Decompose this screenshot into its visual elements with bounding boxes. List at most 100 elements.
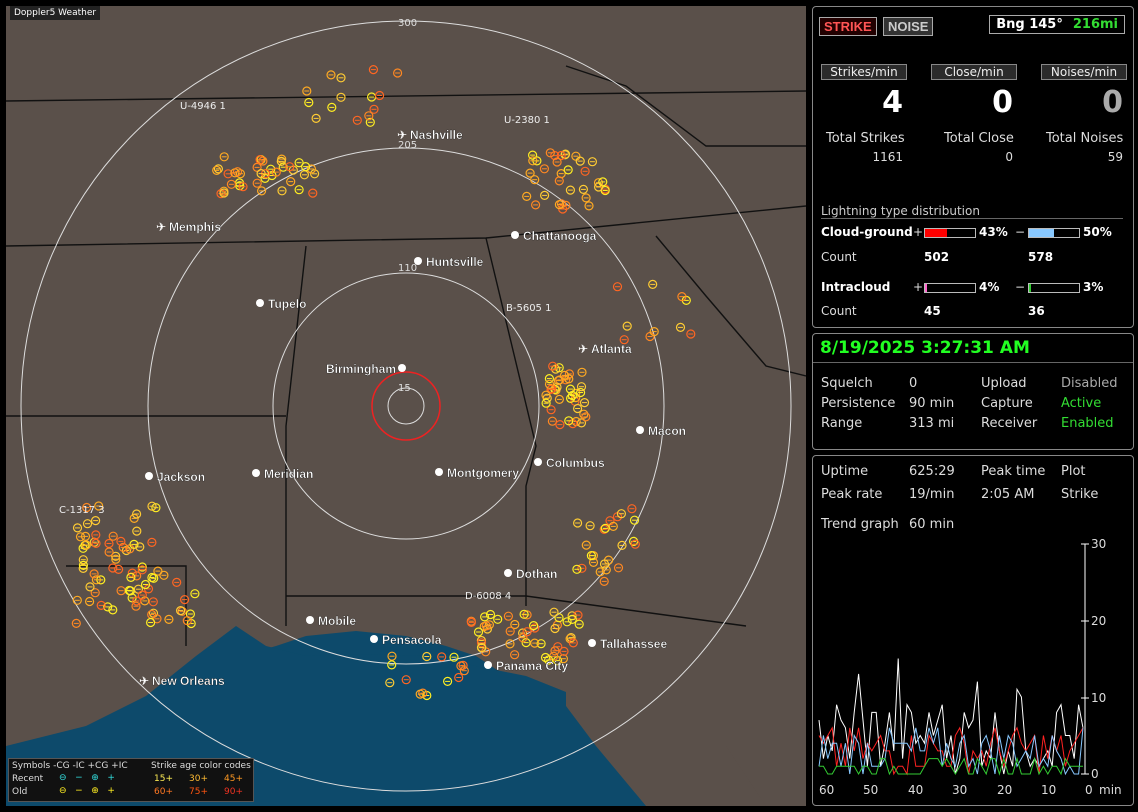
strike-marker: [308, 188, 318, 198]
strike-marker: [132, 596, 142, 606]
strike-marker: [393, 68, 403, 78]
strike-marker: [401, 675, 411, 685]
strike-marker: [223, 169, 233, 179]
city-label-huntsville[interactable]: Huntsville: [426, 255, 484, 269]
noises-per-min: 0: [1102, 85, 1123, 120]
strike-marker: [565, 384, 576, 394]
strike-marker: [549, 607, 559, 617]
ic-neg-count: 36: [1028, 304, 1045, 318]
strike-marker: [301, 162, 311, 172]
legend-75: 75+: [189, 787, 208, 797]
city-label-memphis[interactable]: Memphis: [169, 220, 222, 234]
strike-marker: [147, 501, 157, 511]
strike-marker: [539, 190, 550, 200]
strike-marker: [563, 165, 573, 175]
x-tick-0: 0: [1085, 783, 1093, 797]
city-label-chattanooga[interactable]: Chattanooga: [523, 229, 597, 243]
storm-cell-label[interactable]: U-2380 1: [504, 115, 550, 126]
storm-cell-label[interactable]: D-6008 4: [465, 591, 511, 602]
capture-value: Active: [1061, 396, 1102, 411]
strike-marker: [528, 620, 539, 631]
strike-marker: [568, 638, 578, 648]
strike-marker: [108, 531, 118, 541]
legend-old: Old: [12, 787, 28, 797]
city-label-tallahassee[interactable]: Tallahassee: [600, 637, 668, 651]
ring-label: 110: [398, 263, 417, 274]
noises-per-min-header: Noises/min: [1041, 64, 1127, 80]
strike-marker: [580, 166, 590, 176]
city-label-panama-city[interactable]: Panama City: [496, 659, 569, 673]
strike-marker: [554, 394, 565, 404]
strike-marker: [595, 567, 605, 577]
storm-cell-label[interactable]: C-1317 3: [59, 505, 105, 516]
total-close: 0: [1005, 150, 1013, 164]
strike-marker: [518, 633, 528, 643]
strike-marker: [219, 188, 229, 198]
strike-marker: [586, 550, 597, 561]
city-label-pensacola[interactable]: Pensacola: [382, 633, 442, 647]
uptime-value: 625:29: [909, 464, 955, 479]
strike-marker: [587, 157, 598, 167]
strike-marker: [599, 559, 610, 569]
strike-marker: [564, 416, 574, 426]
city-dot: [511, 231, 519, 239]
strike-marker: [135, 542, 145, 552]
city-label-nashville[interactable]: Nashville: [410, 128, 463, 142]
receiver-value: Enabled: [1061, 416, 1114, 431]
total-strikes-label: Total Strikes: [826, 131, 905, 146]
city-label-macon[interactable]: Macon: [648, 424, 686, 438]
strike-marker: [180, 594, 190, 605]
strike-marker: [91, 538, 101, 549]
city-label-atlanta[interactable]: Atlanta: [591, 342, 632, 356]
strike-marker: [677, 292, 687, 302]
storm-cell-label[interactable]: B-5605 1: [506, 303, 551, 314]
strike-marker: [601, 565, 611, 575]
strike-marker: [480, 612, 490, 622]
strike-marker: [600, 523, 610, 534]
strike-marker: [85, 582, 95, 592]
bearing-value: Bng 145°: [996, 17, 1063, 32]
strike-marker: [588, 557, 599, 568]
strike-tab[interactable]: STRIKE: [819, 17, 877, 36]
ic-plus: +: [913, 280, 924, 294]
strike-marker: [481, 621, 491, 631]
strike-marker: [336, 73, 346, 83]
strike-marker: [116, 536, 126, 547]
lightning-map[interactable]: ✈ Nashville ✈ Memphis Chattanooga Huntsville T…: [6, 6, 806, 806]
strike-marker: [544, 374, 555, 384]
strike-marker: [564, 369, 575, 379]
city-label-montgomery[interactable]: Montgomery: [447, 466, 520, 480]
strike-marker: [422, 651, 432, 662]
plot-value[interactable]: Strike: [1061, 487, 1099, 502]
city-label-jackson[interactable]: Jackson: [157, 470, 205, 484]
cg-neg-bar-fill: [1029, 229, 1054, 237]
ic-neg-bar-fill: [1029, 284, 1031, 292]
city-label-new-orleans[interactable]: New Orleans: [152, 674, 225, 688]
city-label-tupelo[interactable]: Tupelo: [268, 297, 307, 311]
strike-marker: [310, 169, 320, 179]
strike-marker: [149, 573, 159, 583]
strike-marker: [562, 617, 572, 627]
distribution-title: Lightning type distribution: [821, 204, 980, 218]
close-per-min-header: Close/min: [931, 64, 1017, 80]
strike-marker: [449, 652, 459, 662]
strike-marker: [578, 184, 589, 194]
y-tick-10: 10: [1091, 691, 1106, 705]
ic-label: Intracloud: [821, 280, 891, 294]
strike-marker: [527, 150, 538, 160]
ic-count-label: Count: [821, 304, 857, 318]
strike-marker: [256, 169, 266, 179]
strike-marker: [555, 420, 565, 430]
city-label-mobile[interactable]: Mobile: [318, 614, 357, 628]
noise-tab[interactable]: NOISE: [883, 17, 934, 36]
city-label-dothan[interactable]: Dothan: [516, 567, 558, 581]
total-strikes: 1161: [872, 150, 903, 164]
city-label-meridian[interactable]: Meridian: [264, 467, 314, 481]
range-rings: [20, 20, 792, 792]
city-label-columbus[interactable]: Columbus: [546, 456, 605, 470]
strike-marker: [80, 531, 91, 542]
strike-marker: [140, 579, 151, 590]
storm-cell-label[interactable]: U-4946 1: [180, 101, 226, 112]
city-label-birmingham[interactable]: Birmingham: [326, 362, 396, 376]
strike-markers: [71, 64, 696, 701]
